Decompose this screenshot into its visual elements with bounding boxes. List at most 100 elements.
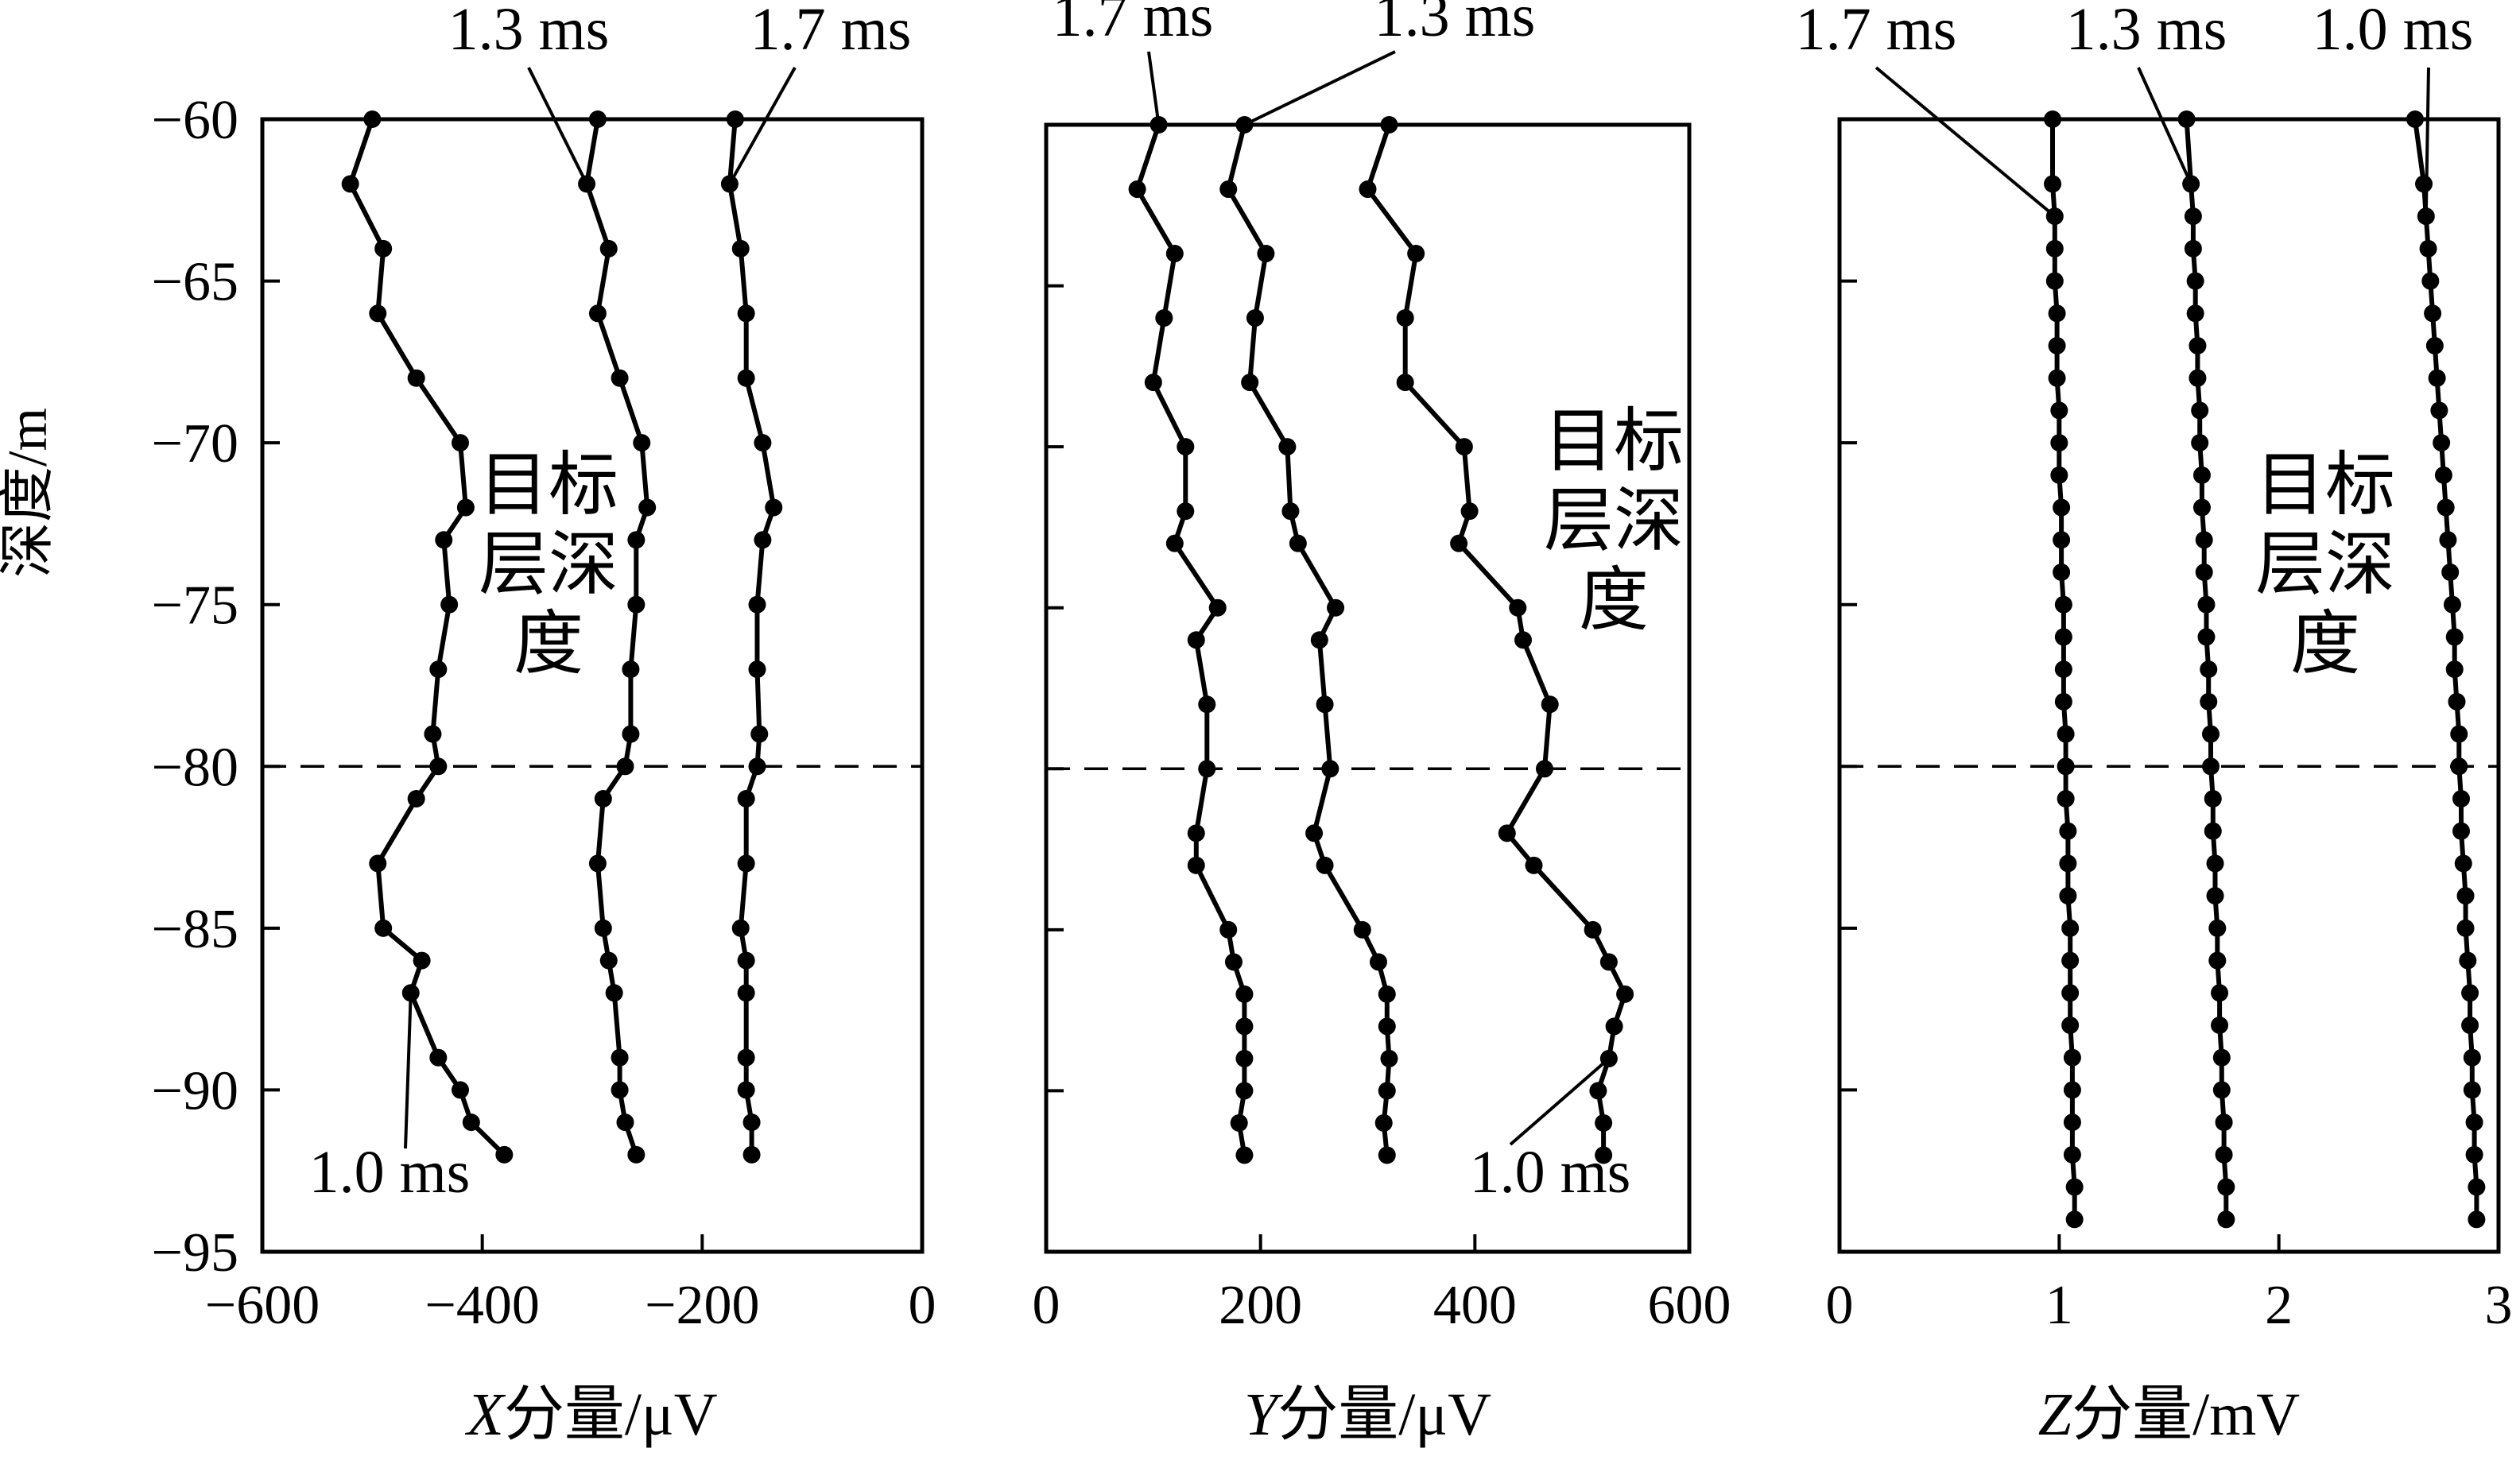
x-axis-label: Z分量/mV — [2038, 1381, 2301, 1448]
series-line-13 — [2184, 118, 2229, 1220]
data-point — [2061, 1017, 2080, 1034]
data-point — [588, 854, 607, 873]
data-point — [737, 854, 755, 873]
data-point — [2044, 110, 2062, 128]
data-point — [737, 951, 755, 970]
data-point — [1541, 695, 1559, 714]
data-point — [1187, 824, 1205, 842]
data-point — [1235, 1146, 1254, 1164]
data-point — [633, 434, 651, 452]
data-point — [2468, 1178, 2486, 1196]
data-point — [1155, 309, 1173, 327]
data-point — [2184, 239, 2202, 258]
data-point — [2461, 1017, 2479, 1034]
data-point — [495, 1145, 514, 1164]
series-line-10 — [1365, 124, 1628, 1156]
data-point — [2439, 531, 2457, 549]
data-point — [1616, 985, 1634, 1003]
data-point — [627, 1145, 646, 1164]
target-depth-annotation: 目标 — [479, 447, 618, 525]
data-point — [611, 1081, 629, 1099]
data-point — [2059, 887, 2077, 905]
x-tick-label: 3 — [2485, 1275, 2513, 1336]
data-point — [1235, 1082, 1254, 1100]
plot-frame — [1837, 117, 2501, 1254]
data-point — [2430, 401, 2448, 420]
data-point — [2054, 692, 2072, 711]
data-point — [1599, 953, 1618, 971]
data-point — [407, 369, 425, 387]
target-depth-annotation: 度 — [1579, 563, 1649, 640]
target-depth-annotation: 层深 — [2255, 527, 2395, 604]
data-point — [2212, 1048, 2231, 1067]
data-point — [2452, 790, 2471, 807]
data-point — [2202, 725, 2220, 743]
x-axis-label-unit: 分量/mV — [2072, 1381, 2300, 1448]
data-point — [440, 595, 459, 614]
data-point — [2050, 434, 2068, 452]
data-point — [588, 110, 607, 128]
data-point — [1369, 953, 1387, 971]
data-point — [2208, 951, 2227, 970]
data-point — [1460, 502, 1479, 521]
x-tick-label: 400 — [1433, 1275, 1517, 1336]
data-point — [2195, 563, 2213, 581]
data-point — [1316, 695, 1334, 714]
series-line-17 — [2050, 119, 2077, 1220]
target-depth-annotation: 度 — [514, 606, 583, 684]
data-point — [2215, 1113, 2233, 1132]
data-point — [1278, 438, 1297, 456]
data-point — [2061, 919, 2080, 937]
target-depth-annotation: 目标 — [1544, 404, 1684, 481]
data-point — [2186, 304, 2204, 323]
data-point — [2054, 660, 2072, 679]
data-point — [2468, 1210, 2486, 1229]
data-point — [1450, 534, 1468, 552]
data-point — [2057, 725, 2075, 743]
data-point — [2050, 401, 2068, 420]
x-tick-label: 1 — [2045, 1275, 2073, 1336]
data-point — [2463, 1048, 2481, 1067]
data-point — [2063, 1048, 2081, 1067]
annotation-leader — [1509, 1057, 1611, 1146]
data-point — [737, 1081, 755, 1099]
data-point — [748, 660, 766, 679]
data-point — [2197, 628, 2216, 646]
data-point — [588, 304, 607, 323]
data-point — [1257, 245, 1275, 263]
data-point — [1289, 534, 1307, 552]
data-point — [1281, 502, 1300, 521]
y-axis-label: 深度/m — [0, 408, 59, 578]
data-point — [2189, 369, 2207, 387]
data-point — [2192, 466, 2211, 484]
data-point — [452, 434, 469, 452]
y-tick-label: −95 — [152, 1222, 238, 1284]
data-point — [1396, 309, 1414, 327]
data-point — [2434, 466, 2452, 484]
data-point — [2445, 660, 2464, 679]
data-point — [599, 239, 618, 258]
data-point — [2200, 660, 2218, 679]
series-annotation: 1.0 ms — [2313, 0, 2474, 63]
data-point — [737, 369, 755, 387]
data-point — [765, 498, 783, 517]
data-point — [1396, 374, 1414, 392]
data-point — [1198, 760, 1216, 778]
data-point — [2437, 498, 2455, 517]
data-point — [2441, 563, 2460, 581]
data-point — [627, 595, 646, 614]
data-point — [1219, 180, 1238, 199]
data-point — [2050, 466, 2068, 484]
data-point — [2059, 854, 2077, 873]
x-axis-label-symbol: Y — [1244, 1381, 1284, 1448]
data-point — [1321, 760, 1339, 778]
data-point — [429, 757, 448, 776]
data-point — [452, 1081, 469, 1099]
data-point — [594, 790, 612, 807]
data-point — [2421, 272, 2440, 290]
data-point — [1219, 920, 1238, 939]
data-point — [413, 951, 431, 970]
data-point — [1187, 631, 1205, 649]
series-annotation: 1.0 ms — [309, 1139, 471, 1206]
